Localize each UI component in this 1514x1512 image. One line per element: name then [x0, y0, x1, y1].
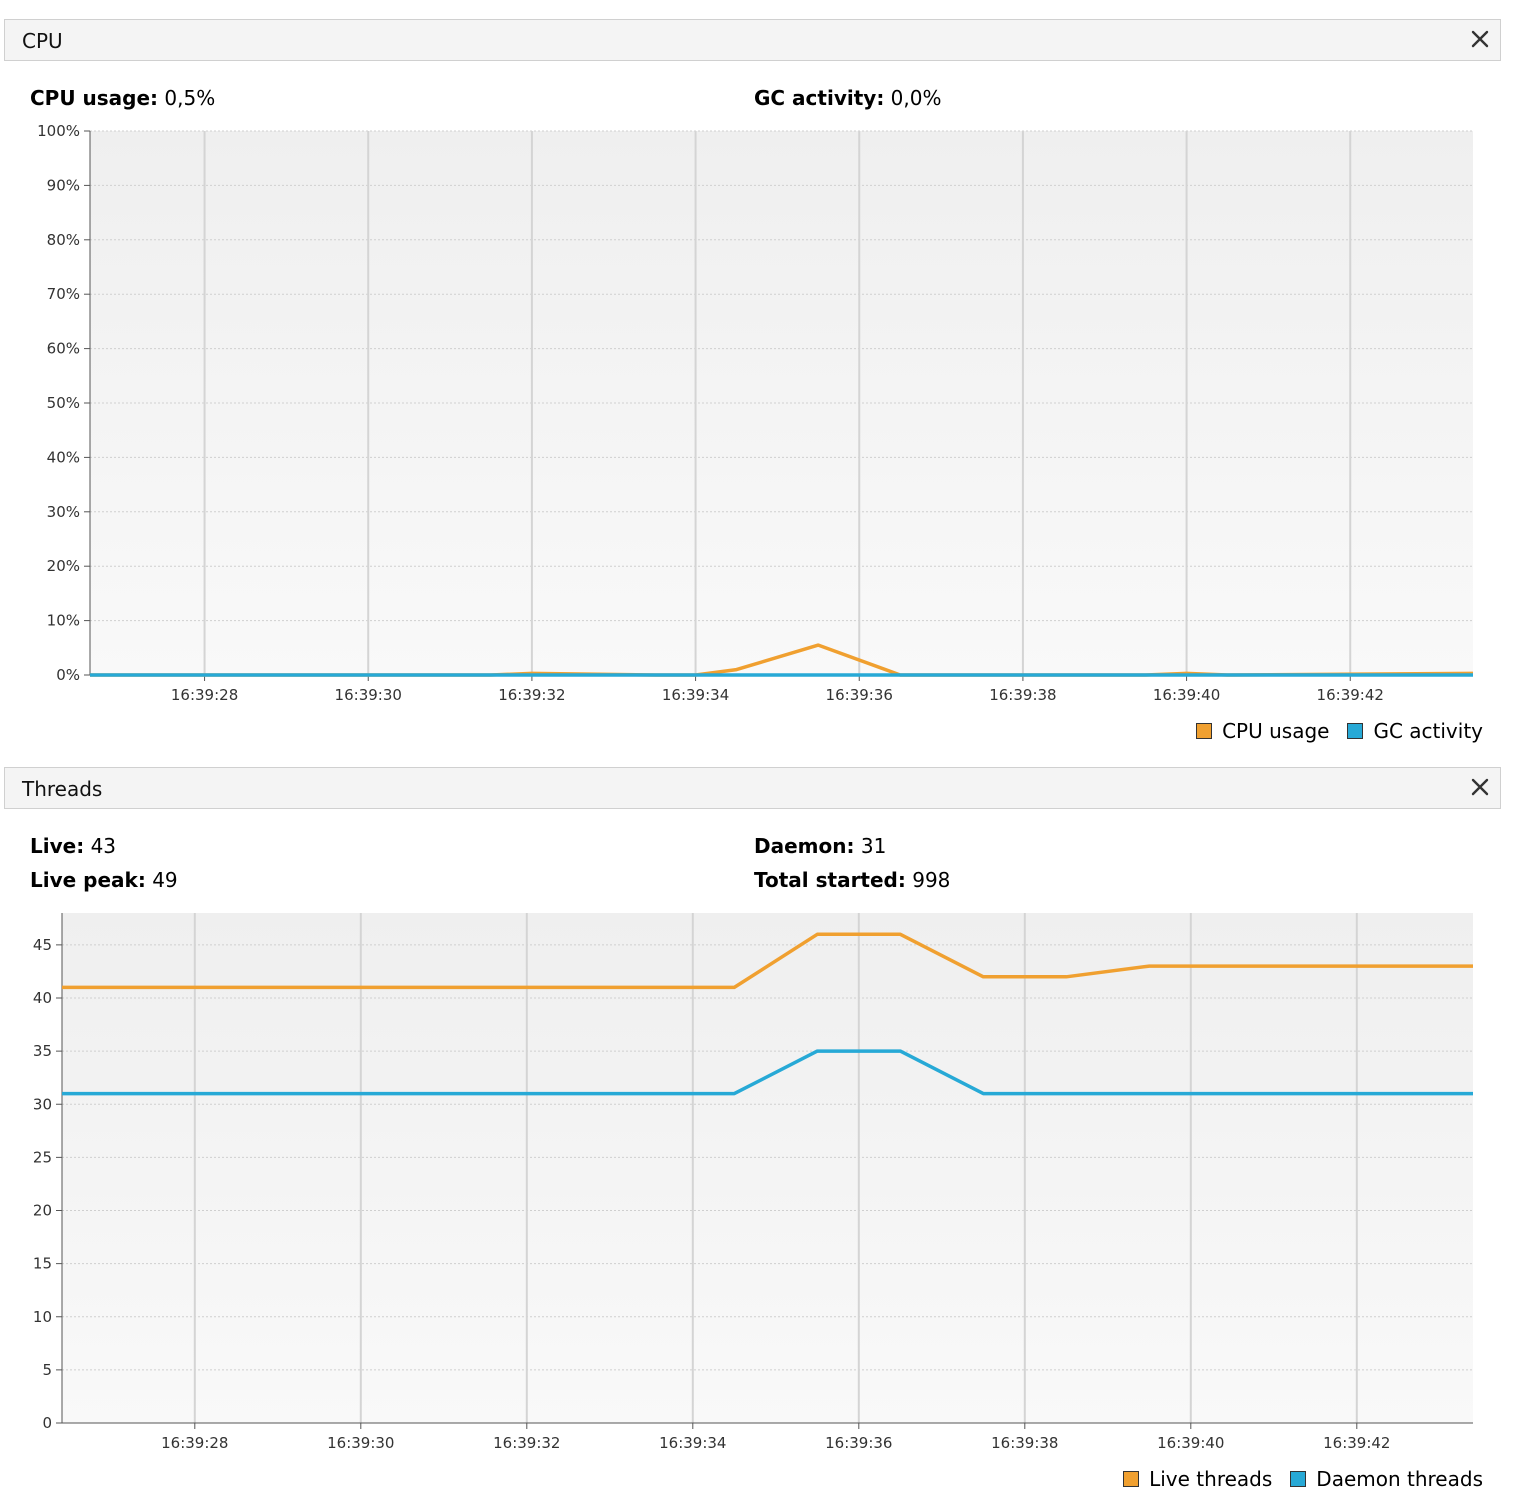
x-tick-label: 16:39:32: [493, 1434, 560, 1452]
cpu-legend-label-cpu-usage: CPU usage: [1222, 719, 1330, 743]
y-tick-label: 80%: [47, 231, 80, 249]
total-started-stat: Total started: 998: [754, 868, 950, 892]
cpu-legend-label-gc-activity: GC activity: [1373, 719, 1483, 743]
x-tick-label: 16:39:30: [335, 686, 402, 704]
live-peak-value: 49: [152, 868, 178, 892]
cpu-panel-header: CPU: [4, 19, 1501, 61]
x-tick-label: 16:39:42: [1317, 686, 1384, 704]
y-tick-label: 45: [33, 936, 52, 954]
x-tick-label: 16:39:36: [826, 686, 893, 704]
total-started-label: Total started:: [754, 868, 906, 892]
y-tick-label: 0: [42, 1414, 52, 1432]
threads-panel-title: Threads: [22, 777, 103, 801]
threads-legend-item-live: Live threads: [1123, 1467, 1272, 1491]
x-tick-label: 16:39:34: [662, 686, 729, 704]
y-tick-label: 50%: [47, 394, 80, 412]
gc-activity-stat: GC activity: 0,0%: [754, 86, 941, 110]
y-tick-label: 90%: [47, 176, 80, 194]
x-tick-label: 16:39:42: [1323, 1434, 1390, 1452]
y-tick-label: 40%: [47, 448, 80, 466]
x-tick-label: 16:39:32: [498, 686, 565, 704]
live-peak-label: Live peak:: [30, 868, 146, 892]
y-tick-label: 20: [33, 1202, 52, 1220]
x-tick-label: 16:39:30: [327, 1434, 394, 1452]
x-tick-label: 16:39:36: [825, 1434, 892, 1452]
x-tick-label: 16:39:28: [161, 1434, 228, 1452]
threads-panel-close-icon[interactable]: [1468, 775, 1492, 799]
live-peak-stat: Live peak: 49: [30, 868, 178, 892]
y-tick-label: 30%: [47, 503, 80, 521]
x-tick-label: 16:39:38: [989, 686, 1056, 704]
x-tick-label: 16:39:38: [991, 1434, 1058, 1452]
live-threads-swatch: [1123, 1471, 1140, 1487]
threads-panel-header: Threads: [4, 767, 1501, 809]
cpu-usage-stat: CPU usage: 0,5%: [30, 86, 215, 110]
y-tick-label: 20%: [47, 557, 80, 575]
y-tick-label: 40: [33, 989, 52, 1007]
daemon-value: 31: [860, 834, 887, 858]
cpu-usage-label: CPU usage:: [30, 86, 159, 110]
daemon-stat: Daemon: 31: [754, 834, 886, 858]
y-tick-label: 60%: [47, 340, 80, 358]
cpu-chart: 0% 10% 20% 30% 40% 50% 60% 70% 80% 90% 100% 16:39:2…: [37, 122, 1474, 704]
cpu-panel-title: CPU: [22, 29, 63, 53]
threads-legend-item-daemon: Daemon threads: [1290, 1467, 1483, 1491]
y-tick-label: 100%: [37, 122, 80, 140]
daemon-label: Daemon:: [754, 834, 855, 858]
threads-legend: Live threads Daemon threads: [1105, 1467, 1483, 1491]
cpu-legend: CPU usage GC activity: [1178, 719, 1483, 743]
threads-chart: 0 5 10 15 20 25 30 35 40 45 16:39:28 16:39:30 16:39:…: [33, 913, 1473, 1452]
y-tick-label: 25: [33, 1148, 52, 1166]
x-tick-label: 16:39:34: [659, 1434, 726, 1452]
threads-legend-label-live: Live threads: [1149, 1467, 1273, 1491]
series-line-live-threads: [62, 932, 1473, 990]
y-tick-label: 30: [33, 1095, 52, 1113]
cpu-usage-swatch: [1196, 723, 1213, 739]
gc-activity-value: 0,0%: [890, 86, 942, 110]
series-line-daemon-threads: [62, 1049, 1473, 1096]
y-tick-label: 10: [33, 1308, 52, 1326]
live-label: Live:: [30, 834, 85, 858]
gc-activity-swatch: [1347, 723, 1364, 739]
x-tick-label: 16:39:28: [171, 686, 238, 704]
plot-area: [62, 913, 1473, 1423]
gc-activity-label: GC activity:: [754, 86, 885, 110]
y-tick-label: 15: [33, 1255, 52, 1273]
cpu-legend-item-gc-activity: GC activity: [1347, 719, 1483, 743]
cpu-usage-value: 0,5%: [164, 86, 216, 110]
y-tick-label: 0%: [56, 666, 80, 684]
daemon-threads-swatch: [1290, 1471, 1307, 1487]
y-tick-label: 10%: [47, 612, 80, 630]
x-tick-label: 16:39:40: [1153, 686, 1220, 704]
y-tick-label: 35: [33, 1042, 52, 1060]
live-stat: Live: 43: [30, 834, 116, 858]
y-tick-label: 70%: [47, 285, 80, 303]
y-tick-label: 5: [42, 1361, 52, 1379]
total-started-value: 998: [912, 868, 951, 892]
threads-legend-label-daemon: Daemon threads: [1316, 1467, 1483, 1491]
cpu-panel-close-icon[interactable]: [1468, 27, 1492, 51]
live-value: 43: [90, 834, 117, 858]
cpu-legend-item-cpu-usage: CPU usage: [1196, 719, 1329, 743]
x-tick-label: 16:39:40: [1157, 1434, 1224, 1452]
